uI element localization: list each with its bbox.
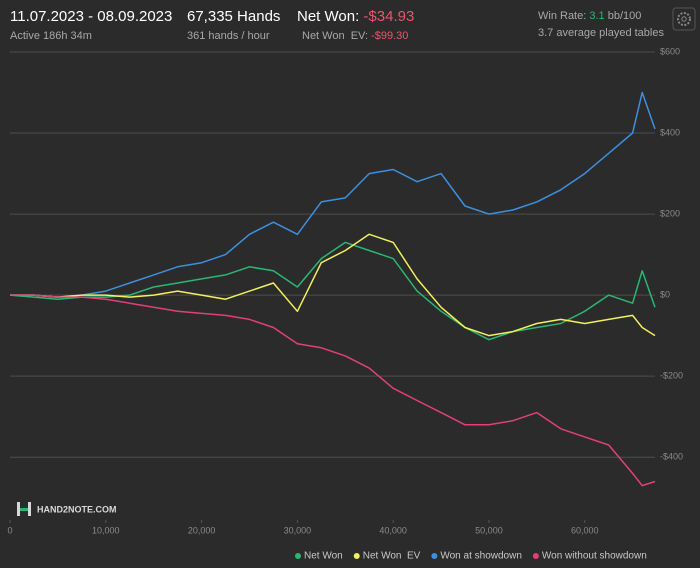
active-time: Active 186h 34m	[10, 30, 92, 42]
logo-text: HAND2NOTE.COM	[37, 504, 117, 514]
legend-marker	[532, 553, 539, 559]
settings-frame[interactable]	[672, 7, 696, 31]
logo: HAND2NOTE.COM	[17, 502, 117, 516]
legend-label: Won at showdown	[440, 551, 522, 562]
legend-label: Won without showdown	[542, 551, 647, 562]
win-rate-unit: bb/100	[608, 10, 642, 22]
settings-button[interactable]	[672, 7, 696, 31]
x-tick-label: 40,000	[379, 525, 407, 535]
net-won-value: -$34.93	[363, 8, 414, 25]
win-rate-label: Win Rate:	[538, 10, 586, 22]
logo-mark	[17, 502, 20, 516]
net-won-ev-label: Net Won EV:	[302, 30, 368, 42]
settings-gear-hub[interactable]	[681, 16, 687, 22]
y-tick-label: -$400	[660, 452, 683, 462]
hands-per-hour: 361 hands / hour	[187, 30, 270, 42]
net-won-ev-value: -$99.30	[371, 30, 408, 42]
tables: 3.7 average played tables	[538, 27, 664, 39]
win-rate-value: 3.1	[589, 10, 604, 22]
date-range: 11.07.2023 - 08.09.2023	[10, 8, 172, 25]
net-won-ev: Net Won EV: -$99.30	[302, 30, 408, 42]
x-tick-label: 30,000	[284, 525, 312, 535]
series-line	[10, 91, 656, 298]
win-rate: Win Rate: 3.1 bb/100	[538, 10, 641, 22]
y-tick-label: -$200	[660, 371, 683, 381]
y-tick-label: $600	[660, 46, 680, 56]
x-tick-label: 50,000	[475, 525, 503, 535]
x-tick-label: 20,000	[188, 525, 216, 535]
legend-marker	[295, 553, 301, 559]
x-tick-label: 60,000	[571, 525, 599, 535]
series-line	[10, 233, 656, 337]
x-tick-label: 0	[7, 525, 12, 535]
net-won: Net Won: -$34.93	[297, 8, 414, 25]
series-line	[10, 294, 656, 487]
net-won-label: Net Won:	[297, 8, 359, 25]
logo-mark	[20, 508, 28, 511]
logo-mark	[28, 502, 31, 516]
y-tick-label: $0	[660, 289, 670, 299]
legend-label: Net Won	[304, 551, 343, 562]
legend-marker	[431, 553, 438, 559]
y-tick-label: $400	[660, 127, 680, 137]
legend-label: Net Won EV	[363, 551, 421, 562]
x-tick-label: 10,000	[92, 525, 120, 535]
y-tick-label: $200	[660, 208, 680, 218]
settings-gear[interactable]	[677, 12, 691, 26]
legend-marker	[353, 553, 360, 559]
hands: 67,335 Hands	[187, 8, 280, 25]
